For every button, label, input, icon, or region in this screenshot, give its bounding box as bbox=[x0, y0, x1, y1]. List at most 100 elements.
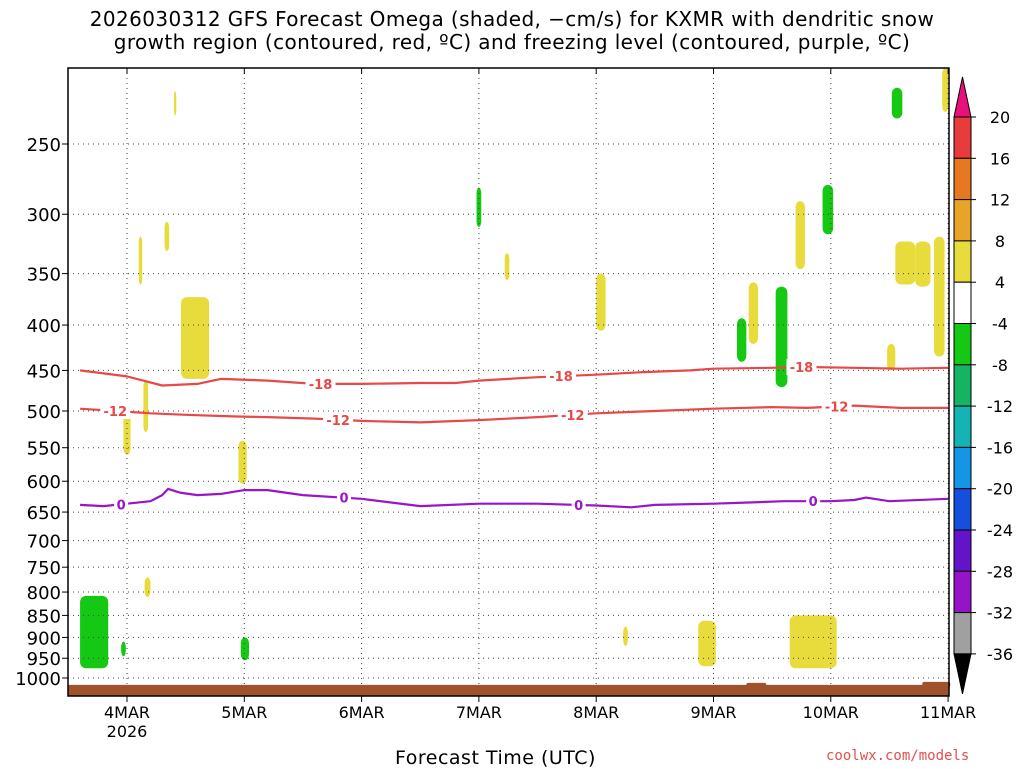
y-tick-label-800: 800 bbox=[27, 583, 61, 604]
colorbar-label-12: -32 bbox=[987, 604, 1013, 623]
contour-label-0-1: 0 bbox=[339, 492, 348, 507]
omega-patch-9 bbox=[596, 273, 606, 331]
y-tick-label-750: 750 bbox=[27, 558, 61, 579]
x-tick-label-6MAR: 6MAR bbox=[339, 703, 385, 722]
y-tick-label-550: 550 bbox=[27, 439, 61, 460]
contour-label--18-2: -18 bbox=[790, 361, 814, 376]
y-tick-label-950: 950 bbox=[27, 649, 61, 670]
y-tick-label-700: 700 bbox=[27, 532, 61, 553]
contour-label-0-3: 0 bbox=[809, 495, 818, 510]
y-tick-label-650: 650 bbox=[27, 503, 61, 524]
omega-patch-5 bbox=[123, 411, 131, 455]
colorbar-top-triangle bbox=[953, 76, 972, 118]
colorbar-bottom-triangle bbox=[953, 653, 972, 695]
colorbar-label-2: 12 bbox=[990, 191, 1010, 210]
y-tick-label-850: 850 bbox=[27, 606, 61, 627]
colorbar-box-12 bbox=[953, 612, 972, 655]
omega-patch-27 bbox=[891, 87, 903, 119]
contour-lines: -18 -18 -18 -12 -12 -12 -12 0 0 0 0 bbox=[79, 359, 949, 514]
omega-patch-21 bbox=[121, 641, 126, 657]
omega-patch-26 bbox=[822, 184, 834, 235]
omega-patch-8 bbox=[504, 253, 510, 281]
chart-title-line-1: 2026030312 GFS Forecast Omega (shaded, −… bbox=[89, 7, 935, 31]
omega-patch-19 bbox=[942, 68, 949, 112]
colorbar-box-10 bbox=[953, 529, 972, 572]
y-axis: 2503003504004505005506006507007508008509… bbox=[15, 135, 68, 690]
omega-patch-13 bbox=[795, 201, 805, 270]
colorbar-box-6 bbox=[953, 364, 972, 407]
omega-patch-25 bbox=[775, 286, 788, 388]
colorbar-box-0 bbox=[953, 116, 972, 159]
omega-patch-15 bbox=[887, 343, 896, 371]
y-tick-label-450: 450 bbox=[27, 361, 61, 382]
contour-label-bg--12-0 bbox=[100, 403, 131, 419]
contour-label-bg--18-0 bbox=[305, 375, 336, 392]
x-tick-label-8MAR: 8MAR bbox=[573, 703, 619, 722]
colorbar-box-9 bbox=[953, 488, 972, 531]
colorbar-box-11 bbox=[953, 570, 972, 614]
omega-patch-20 bbox=[80, 595, 109, 669]
omega-patch-24 bbox=[736, 318, 747, 362]
x-tick-sublabel-4MAR: 2026 bbox=[107, 722, 148, 741]
colorbar-label-9: -20 bbox=[987, 480, 1013, 499]
colorbar-box-5 bbox=[953, 323, 972, 366]
y-tick-label-300: 300 bbox=[27, 205, 61, 226]
omega-patch-22 bbox=[240, 637, 249, 661]
colorbar-box-2 bbox=[953, 199, 972, 242]
contour-label--12-0: -12 bbox=[104, 405, 128, 420]
colorbar-label-13: -36 bbox=[987, 645, 1013, 664]
y-tick-label-500: 500 bbox=[27, 402, 61, 423]
contour-label--12-3: -12 bbox=[825, 400, 849, 415]
omega-shading bbox=[80, 68, 949, 669]
omega-patch-0 bbox=[173, 91, 177, 116]
x-tick-label-5MAR: 5MAR bbox=[221, 703, 267, 722]
omega-patch-7 bbox=[144, 577, 151, 597]
contour-label-bg-0-2 bbox=[571, 496, 586, 513]
ground-bump-2 bbox=[922, 681, 951, 687]
omega-patch-3 bbox=[180, 297, 210, 379]
chart-title-line-2: growth region (contoured, red, ºC) and f… bbox=[113, 30, 911, 54]
y-tick-label-1000: 1000 bbox=[15, 669, 61, 690]
chart-title: 2026030312 GFS Forecast Omega (shaded, −… bbox=[0, 8, 1024, 54]
y-tick-label-350: 350 bbox=[27, 265, 61, 286]
contour-label--12-1: -12 bbox=[326, 414, 350, 429]
y-tick-label-250: 250 bbox=[27, 135, 61, 156]
contour-line--18 bbox=[79, 365, 949, 387]
grid-lines bbox=[68, 68, 949, 696]
contour-label-bg--12-3 bbox=[821, 398, 852, 415]
contour-label-0-2: 0 bbox=[574, 499, 583, 514]
colorbar-label-8: -16 bbox=[987, 438, 1013, 457]
omega-patch-17 bbox=[915, 241, 931, 287]
colorbar-label-7: -12 bbox=[987, 397, 1013, 416]
y-tick-label-400: 400 bbox=[27, 316, 61, 337]
plot-frame bbox=[67, 67, 950, 697]
colorbar-label-6: -8 bbox=[992, 356, 1008, 375]
contour-label-bg-0-3 bbox=[806, 493, 821, 510]
omega-patch-10 bbox=[623, 626, 628, 646]
colorbar-label-1: 16 bbox=[990, 149, 1010, 168]
y-tick-label-900: 900 bbox=[27, 628, 61, 649]
omega-patch-11 bbox=[698, 620, 716, 667]
omega-patch-12 bbox=[748, 282, 759, 344]
source-credit[interactable]: coolwx.com/models bbox=[826, 748, 970, 764]
omega-patch-23 bbox=[476, 187, 482, 227]
x-tick-label-11MAR: 11MAR bbox=[920, 703, 976, 722]
x-tick-label-10MAR: 10MAR bbox=[803, 703, 859, 722]
y-tick-label-600: 600 bbox=[27, 472, 61, 493]
contour-label-bg--12-2 bbox=[557, 406, 588, 423]
omega-patch-1 bbox=[138, 236, 143, 285]
x-axis-label: Forecast Time (UTC) bbox=[395, 747, 596, 769]
colorbar-label-3: 8 bbox=[995, 232, 1005, 251]
contour-label-bg--18-2 bbox=[786, 359, 817, 376]
omega-patch-4 bbox=[143, 380, 149, 432]
omega-patch-18 bbox=[934, 236, 945, 357]
colorbar-label-0: 20 bbox=[990, 108, 1010, 127]
x-tick-label-7MAR: 7MAR bbox=[456, 703, 502, 722]
x-tick-label-4MAR: 4MAR bbox=[104, 703, 150, 722]
omega-patch-14 bbox=[789, 615, 837, 669]
contour-label--18-0: -18 bbox=[309, 378, 333, 393]
omega-patch-16 bbox=[895, 241, 916, 285]
contour-label--18-1: -18 bbox=[549, 370, 573, 385]
omega-patch-2 bbox=[164, 221, 170, 251]
